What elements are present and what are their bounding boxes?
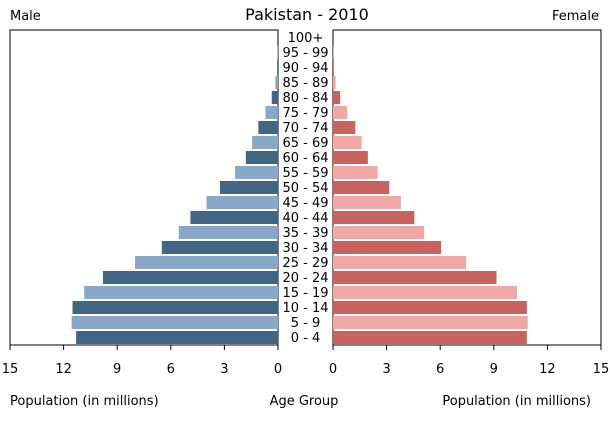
female-bar [333,121,356,134]
age-group-label: 75 - 79 [282,106,328,121]
age-axis-label: Age Group [270,394,339,409]
female-bar [333,286,518,299]
female-bar [333,151,368,164]
female-bars [333,46,528,344]
age-group-label: 15 - 19 [282,286,328,301]
male-bar [258,121,278,134]
age-group-label: 40 - 44 [282,211,328,226]
male-bar [71,316,278,329]
age-group-label: 30 - 34 [282,241,328,256]
male-bar [265,106,278,119]
female-tick-label: 12 [539,362,556,377]
female-bar [333,166,378,179]
female-bar [333,331,527,344]
female-axis-label: Population (in millions) [442,394,591,409]
age-group-label: 50 - 54 [282,181,328,196]
female-bar [333,196,401,209]
male-tick-label: 6 [167,362,175,377]
male-bar [245,151,278,164]
age-group-label: 70 - 74 [282,121,328,136]
female-bar [333,76,336,89]
age-group-label: 35 - 39 [282,226,328,241]
female-bar [333,256,467,269]
female-tick-label: 9 [490,362,498,377]
age-group-label: 0 - 4 [291,331,321,346]
age-group-label: 5 - 9 [291,316,321,331]
female-bar [333,136,362,149]
female-header: Female [552,9,599,24]
age-group-label: 100+ [288,31,324,46]
male-bar [72,301,278,314]
male-tick-label: 12 [55,362,72,377]
age-group-label: 80 - 84 [282,91,328,106]
female-bar [333,316,528,329]
male-header: Male [10,9,41,24]
age-group-label: 60 - 64 [282,151,328,166]
male-bar [206,196,278,209]
male-bar [135,256,278,269]
axis-ticks: 15 12 9 6 3 0 0 3 6 9 12 15 [2,345,610,377]
age-group-label: 65 - 69 [282,136,328,151]
female-bar [333,181,390,194]
female-tick-label: 3 [382,362,390,377]
male-bar [178,226,278,239]
male-bars [71,46,279,344]
age-group-label: 45 - 49 [282,196,328,211]
male-tick-label: 0 [274,362,282,377]
male-bar [252,136,278,149]
male-bar [84,286,279,299]
age-group-label: 95 - 99 [282,46,328,61]
male-tick-label: 3 [220,362,228,377]
female-bar [333,241,442,254]
male-bar [102,271,278,284]
male-bar [219,181,278,194]
male-tick-label: 15 [2,362,19,377]
female-bar [333,61,334,74]
age-group-label: 25 - 29 [282,256,328,271]
male-bar [76,331,278,344]
male-bar [190,211,278,224]
age-group-label: 10 - 14 [282,301,328,316]
male-bar [271,91,278,104]
male-bar [275,76,278,89]
age-group-label: 85 - 89 [282,76,328,91]
male-axis-label: Population (in millions) [10,394,159,409]
male-bar [277,61,278,74]
female-bar [333,301,527,314]
female-bar [333,91,341,104]
age-group-label: 20 - 24 [282,271,328,286]
female-bar [333,271,497,284]
female-tick-label: 0 [329,362,337,377]
female-bar [333,226,425,239]
age-group-label: 90 - 94 [282,61,328,76]
female-bar [333,106,348,119]
age-group-label: 55 - 59 [282,166,328,181]
female-bar [333,211,415,224]
male-bar [235,166,278,179]
female-tick-label: 6 [436,362,444,377]
chart-title: Pakistan - 2010 [245,5,369,24]
male-bar [161,241,278,254]
male-tick-label: 9 [113,362,121,377]
female-tick-label: 15 [593,362,610,377]
